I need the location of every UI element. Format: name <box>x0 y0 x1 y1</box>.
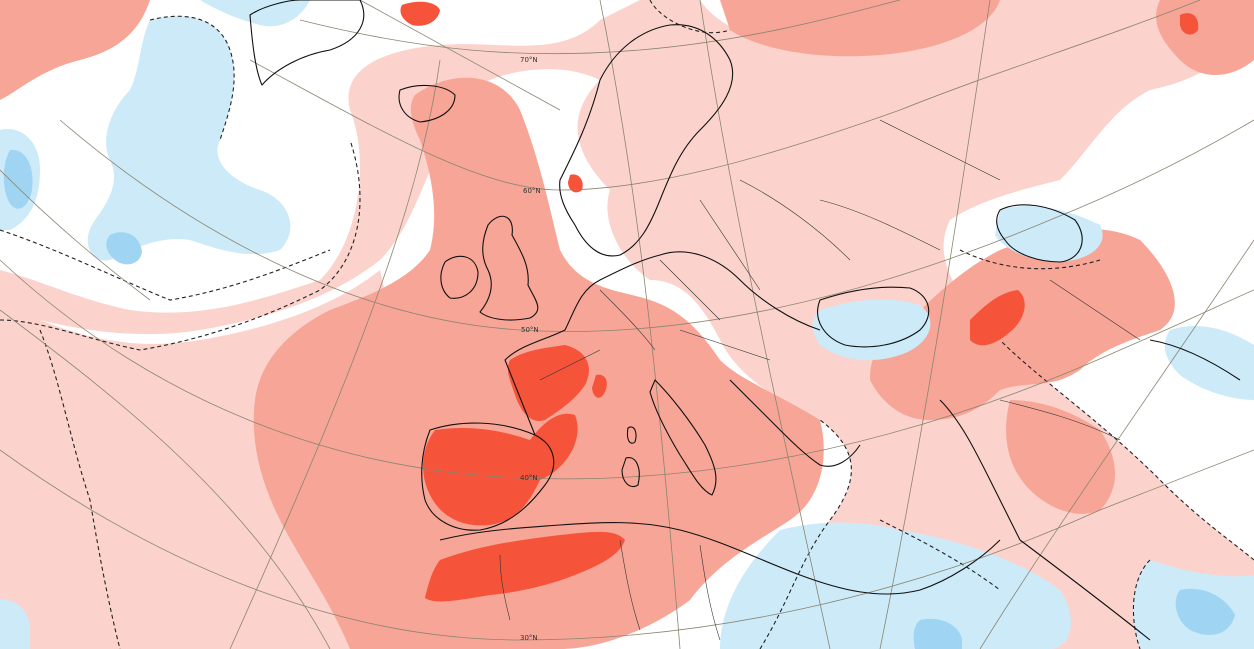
italy-coast <box>649 379 717 496</box>
cool-anomaly-stronger-layer <box>3 149 1235 649</box>
iceland-coast <box>398 84 456 123</box>
country-borders <box>499 119 1141 641</box>
sardinia-coast <box>621 457 640 488</box>
corsica-coast <box>626 426 637 444</box>
strong-warm-anomaly-layer <box>400 1 1199 602</box>
latitude-label-30n: 30°N <box>520 634 538 642</box>
latitude-labels: 70°N 60°N 50°N 40°N 30°N <box>520 56 541 642</box>
persian-gulf-coast <box>1149 339 1241 381</box>
greenland-coast <box>249 0 365 86</box>
iberia-coast <box>421 422 555 531</box>
black-sea-coast <box>817 286 930 348</box>
great-britain-coast <box>479 215 539 321</box>
latitude-label-60n: 60°N <box>523 187 541 195</box>
europe-mainland-coast <box>504 251 821 436</box>
coastlines <box>249 0 1241 641</box>
latitude-label-40n: 40°N <box>520 474 538 482</box>
ireland-coast <box>440 255 479 299</box>
latitude-label-70n: 70°N <box>520 56 538 64</box>
scandinavia-coast <box>559 24 734 257</box>
levant-coast <box>939 399 1021 541</box>
north-africa-coast <box>439 522 1001 595</box>
latitude-label-50n: 50°N <box>521 326 539 334</box>
red-sea-coast <box>1019 539 1151 641</box>
caspian-sea-coast <box>996 204 1083 263</box>
balkans-coast <box>729 379 861 467</box>
